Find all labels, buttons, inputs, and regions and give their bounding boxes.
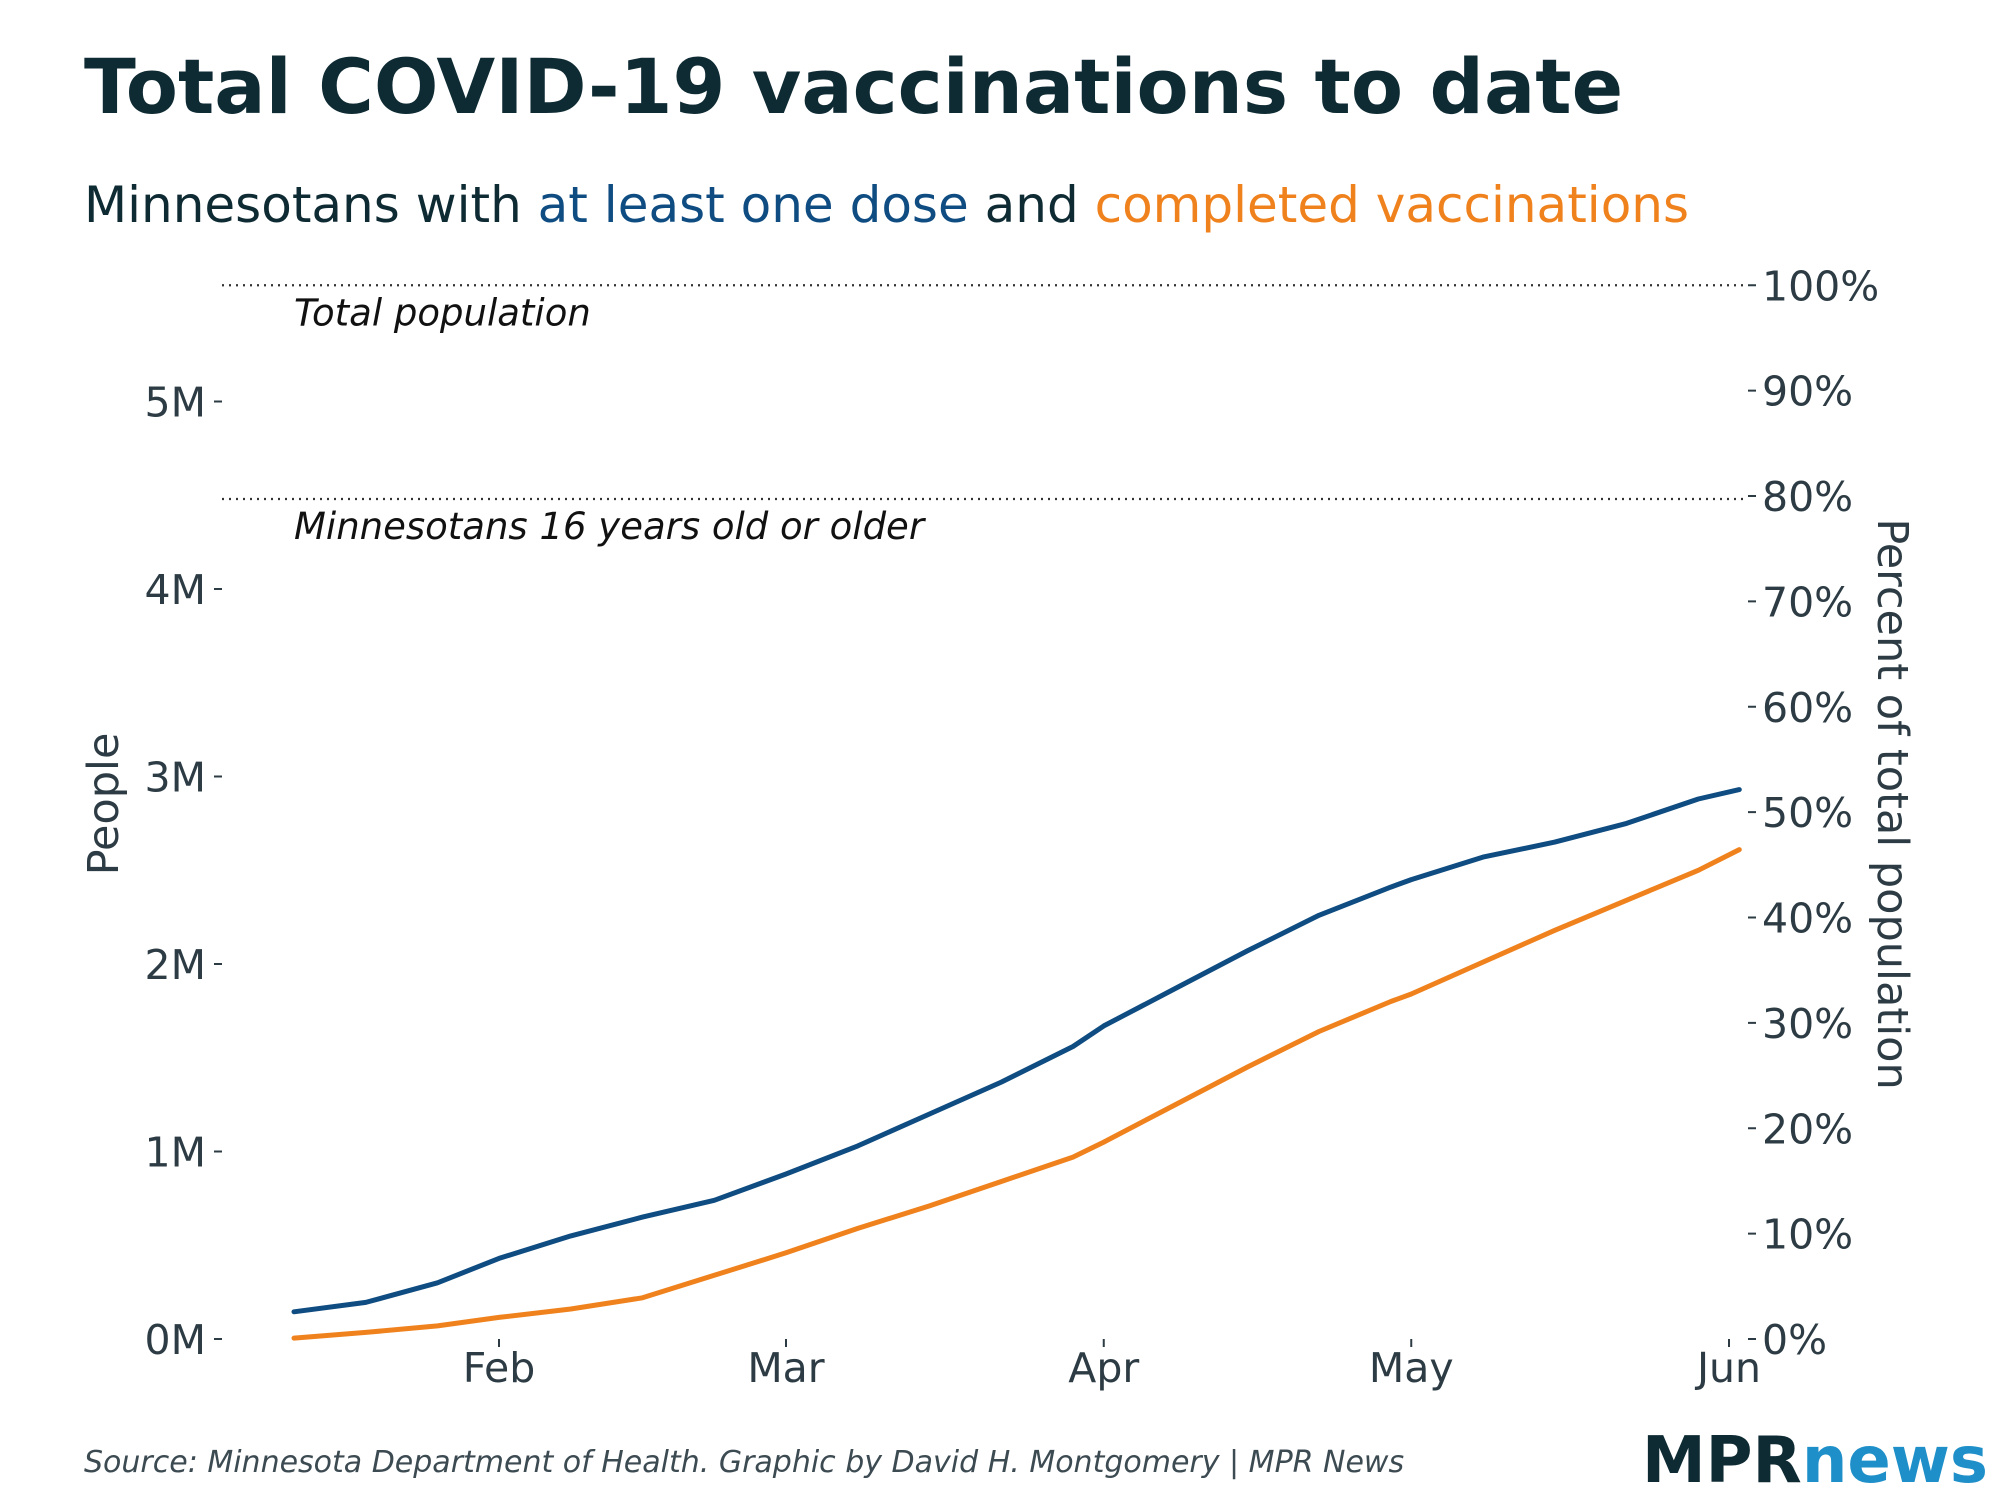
x-tick-label: May	[1369, 1344, 1454, 1392]
series-line-completed	[291, 847, 1742, 1341]
x-tick-label: Feb	[463, 1344, 536, 1392]
y-axis-left: 0M 1M 2M 3M 4M 5M	[145, 379, 222, 1364]
chart-subtitle: Minnesotans with at least one dose and c…	[84, 176, 1689, 234]
subtitle-prefix: Minnesotans with	[84, 176, 538, 234]
y-tick-label: 3M	[145, 754, 206, 802]
y-right-tick-label: 40%	[1762, 895, 1853, 943]
logo-mpr: MPR	[1642, 1424, 1802, 1498]
y-tick-label: 2M	[145, 941, 206, 989]
subtitle-middle: and	[969, 176, 1095, 234]
y-tick-label: 1M	[145, 1129, 206, 1177]
y-right-tick-label: 20%	[1762, 1105, 1853, 1153]
subtitle-one-dose: at least one dose	[538, 176, 969, 234]
chart-title: Total COVID-19 vaccinations to date	[84, 42, 1623, 131]
x-tick-label: Apr	[1068, 1344, 1139, 1392]
y-axis-right: 0% 10% 20% 30% 40% 50% 60% 70% 80% 90% 100%	[1748, 262, 1879, 1364]
x-tick-label: Jun	[1694, 1344, 1761, 1392]
source-note: Source: Minnesota Department of Health. …	[84, 1445, 1404, 1480]
y-tick-label: 4M	[145, 566, 206, 614]
y-tick-label: 0M	[145, 1316, 206, 1364]
reference-line-label: Minnesotans 16 years old or older	[294, 505, 927, 548]
reference-line-label: Total population	[294, 291, 591, 334]
y-right-tick-label: 50%	[1762, 789, 1853, 837]
reference-lines: Total population Minnesotans 16 years old…	[222, 284, 1748, 548]
y-right-tick-label: 90%	[1762, 368, 1853, 416]
series-line-one-dose	[291, 787, 1742, 1315]
y-right-tick-label: 80%	[1762, 473, 1853, 521]
subtitle-completed: completed vaccinations	[1095, 176, 1689, 234]
y-axis-title-left: People	[79, 733, 129, 876]
x-axis: Feb Mar Apr May Jun	[463, 1339, 1761, 1392]
y-right-tick-label: 0%	[1762, 1316, 1827, 1364]
y-right-tick-label: 100%	[1762, 262, 1879, 310]
y-right-tick-label: 30%	[1762, 1000, 1853, 1048]
series-lines	[291, 787, 1742, 1341]
y-right-tick-label: 10%	[1762, 1211, 1853, 1259]
y-right-tick-label: 70%	[1762, 578, 1853, 626]
y-axis-title-right: Percent of total population	[1867, 518, 1917, 1089]
y-right-tick-label: 60%	[1762, 684, 1853, 732]
x-tick-label: Mar	[747, 1344, 824, 1392]
mpr-news-logo: MPRnews	[1642, 1424, 1988, 1498]
y-tick-label: 5M	[145, 379, 206, 427]
logo-news: news	[1802, 1424, 1988, 1498]
